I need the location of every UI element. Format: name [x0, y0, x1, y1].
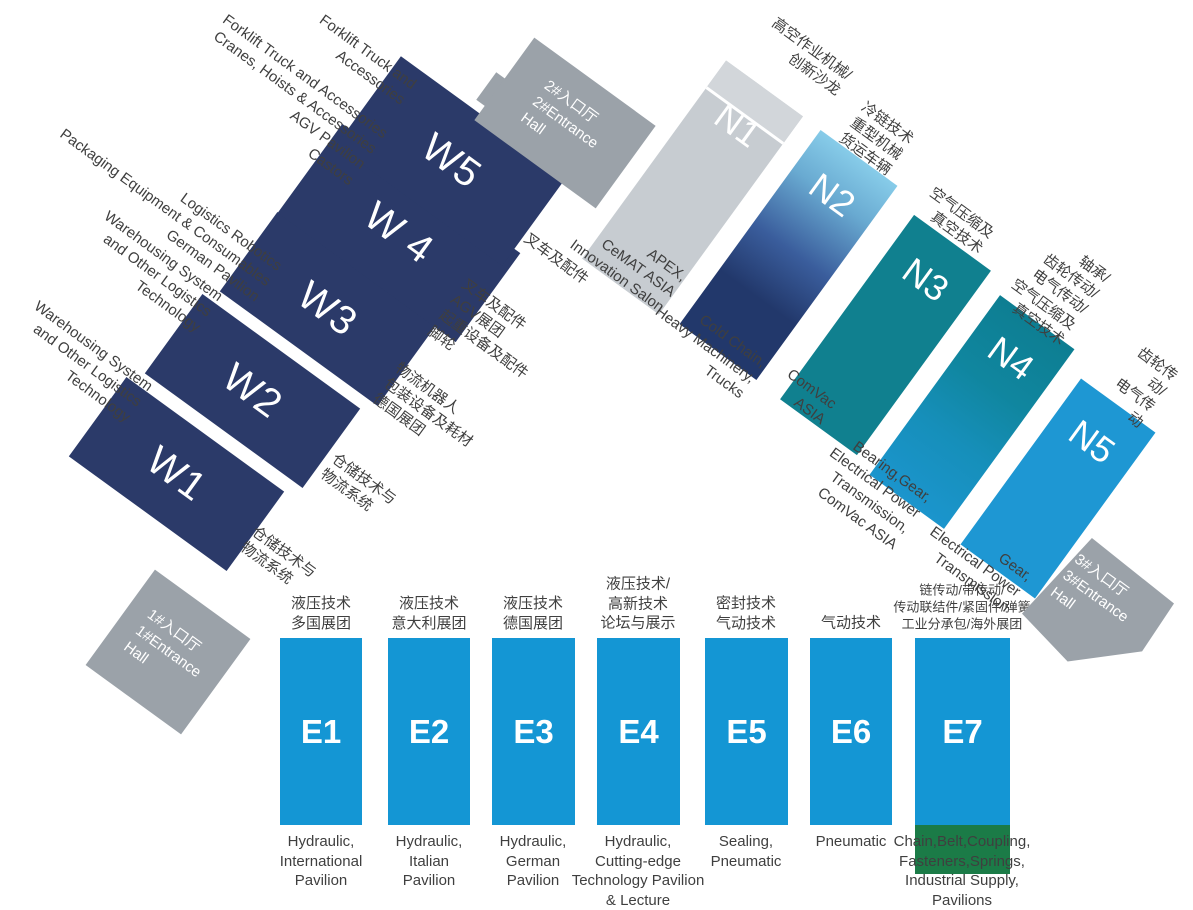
hall-w5-number: W5 [413, 124, 490, 197]
hall-e3-label-cn: 液压技术 德国展团 [502, 595, 564, 632]
hall-e5-label-cn: 密封技术 气动技术 [715, 595, 777, 632]
hall-e7-label-en: Chain,Belt,Coupling, Fasteners,Springs, … [893, 833, 1031, 909]
hall-e7-label-cn: 链传动/带传动/ 传动联结件/紧固件/弹簧 工业分承包/海外展团 [893, 582, 1031, 632]
hall-w2-label-cn: 仓储技术与 物流系统 [317, 450, 400, 515]
hall-e7-green-section [915, 825, 1010, 874]
hall-n3-number: N3 [895, 249, 957, 310]
hall-e4-number: E4 [618, 712, 659, 750]
hall-e5: E5 [705, 638, 788, 825]
hall-n5-number: N5 [1061, 411, 1123, 472]
hall-n4-number: N4 [980, 328, 1042, 389]
hall-e6: E6 [810, 638, 892, 825]
hall-e1-number: E1 [300, 712, 342, 750]
hall-e5-number: E5 [726, 712, 767, 750]
hall-e2-label-en: Hydraulic, Italian Pavilion [395, 833, 463, 889]
hall-e6-label-en: Pneumatic [815, 833, 887, 850]
hall-e2: E2 [388, 638, 470, 825]
hall-e5-label-en: Sealing, Pneumatic [710, 833, 782, 870]
entrance-hall-2-label: 2#入口厅 2#Entrance Hall [517, 76, 602, 152]
hall-e6-label-cn: 气动技术 [820, 614, 882, 632]
hall-e4: E4 [597, 638, 680, 825]
hall-w3-number: W3 [289, 272, 366, 345]
hall-n2-number: N2 [801, 164, 864, 225]
hall-w2-number: W2 [214, 354, 291, 427]
hall-w1-number: W1 [138, 437, 215, 510]
hall-e3-label-en: Hydraulic, German Pavilion [499, 833, 567, 889]
hall-n1-label-cn: 高空作业机械/ 创新沙龙 [768, 14, 855, 100]
hall-e1-label-cn: 液压技术 多国展团 [290, 595, 352, 632]
hall-w1-label-en: Warehousing System and Other Logistics T… [29, 297, 156, 427]
entrance-hall-1-label: 1#入口厅 1#Entrance Hall [120, 605, 205, 681]
hall-e2-number: E2 [408, 712, 450, 750]
hall-e3: E3 [492, 638, 575, 825]
hall-e4-label-cn: 液压技术/ 高新技术 论坛与展示 [600, 575, 676, 632]
hall-e7: E7 [915, 638, 1010, 874]
hall-e6-number: E6 [830, 712, 872, 750]
hall-e1: E1 [280, 638, 362, 825]
hall-e4-label-en: Hydraulic, Cutting-edge Technology Pavil… [571, 833, 705, 909]
hall-e7-number: E7 [942, 712, 983, 750]
hall-e1-label-en: Hydraulic, International Pavilion [279, 833, 363, 889]
hall-e2-label-cn: 液压技术 意大利展团 [391, 595, 467, 632]
entrance-hall-1: 1#入口厅 1#Entrance Hall [85, 569, 251, 735]
hall-e3-number: E3 [513, 712, 554, 750]
